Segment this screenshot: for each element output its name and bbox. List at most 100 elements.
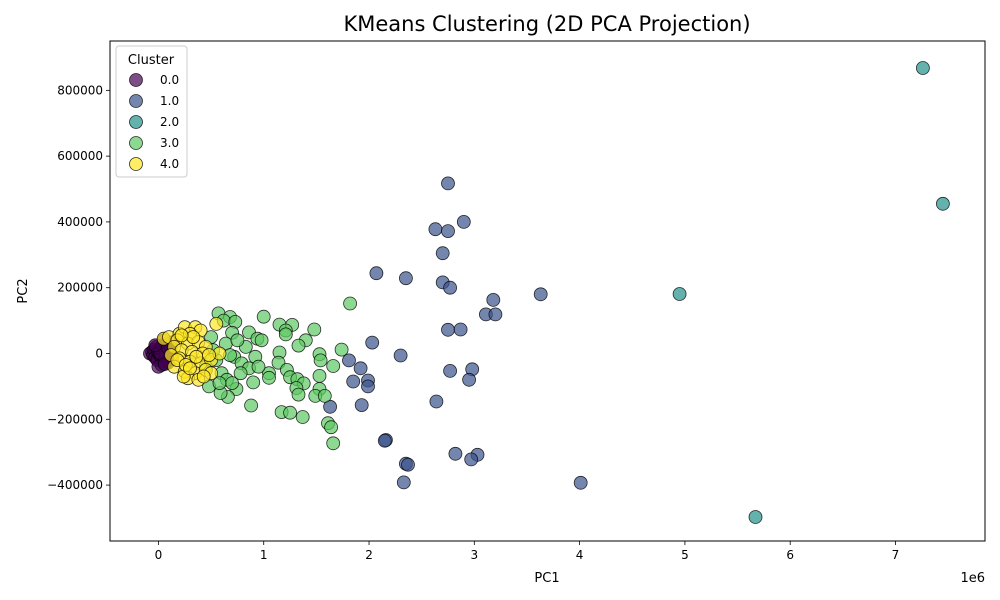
- data-point: [573, 475, 588, 490]
- data-point: [369, 266, 384, 281]
- y-tick-label: 400000: [57, 215, 103, 229]
- data-point: [916, 61, 930, 75]
- data-point: [196, 369, 211, 384]
- data-point: [396, 475, 411, 490]
- legend-label: 2.0: [160, 115, 179, 129]
- y-tick-label: 600000: [57, 149, 103, 163]
- data-point: [244, 398, 259, 413]
- x-tick-label: 6: [786, 548, 794, 562]
- data-point: [456, 214, 471, 229]
- x-tick-label: 3: [470, 548, 478, 562]
- data-point: [324, 420, 339, 435]
- data-point: [186, 330, 201, 345]
- legend-label: 0.0: [160, 73, 179, 87]
- data-point: [441, 176, 455, 191]
- data-point: [401, 457, 415, 472]
- data-point: [183, 361, 197, 376]
- data-point: [317, 388, 332, 403]
- data-point: [443, 280, 458, 295]
- data-point: [748, 510, 763, 524]
- legend-title: Cluster: [128, 53, 175, 68]
- legend-marker: [129, 73, 143, 87]
- x-axis-label: PC1: [534, 571, 559, 586]
- data-point: [283, 405, 298, 420]
- y-tick-label: −200000: [47, 412, 103, 426]
- data-point: [462, 372, 477, 387]
- x-axis-offset-label: 1e6: [960, 571, 985, 586]
- data-point: [354, 398, 369, 413]
- x-tick-label: 1: [260, 548, 268, 562]
- x-tick-label: 4: [576, 548, 584, 562]
- x-tick-label: 0: [155, 548, 163, 562]
- data-point: [246, 375, 261, 390]
- legend-label: 3.0: [160, 136, 179, 150]
- y-tick-label: 800000: [57, 83, 103, 97]
- data-point: [278, 327, 293, 342]
- data-point: [189, 349, 204, 364]
- plot-frame: [109, 40, 986, 542]
- data-point: [441, 224, 455, 239]
- legend-label: 4.0: [160, 157, 179, 171]
- y-axis-ticks: −400000 −200000 0 200000 400000 600000 800000: [47, 83, 110, 492]
- data-point: [291, 387, 306, 402]
- data-point: [233, 366, 248, 381]
- data-point: [365, 335, 380, 350]
- data-point: [313, 353, 328, 368]
- data-point: [254, 333, 269, 348]
- legend-items: 0.0 1.0 2.0 3.0 4.0: [129, 73, 179, 171]
- data-point: [443, 363, 458, 378]
- data-point: [435, 246, 450, 261]
- data-point: [393, 348, 408, 363]
- data-point: [448, 446, 463, 461]
- data-point: [295, 410, 310, 424]
- data-point: [428, 222, 443, 237]
- legend-label: 1.0: [160, 94, 179, 108]
- data-point: [488, 307, 503, 322]
- plot-area: [110, 41, 985, 541]
- data-point: [202, 348, 216, 363]
- data-point: [256, 309, 271, 324]
- data-point: [326, 436, 341, 451]
- data-point: [464, 452, 479, 467]
- legend-marker: [129, 136, 143, 150]
- data-point: [343, 296, 358, 311]
- x-tick-label: 5: [681, 548, 689, 562]
- data-point: [398, 271, 413, 286]
- data-point: [429, 394, 444, 409]
- data-point: [212, 376, 227, 391]
- data-point: [307, 322, 322, 337]
- data-points: [143, 61, 950, 524]
- chart-title: KMeans Clustering (2D PCA Projection): [343, 12, 750, 36]
- data-point: [353, 361, 368, 376]
- legend-marker: [129, 115, 143, 129]
- data-point: [262, 370, 276, 385]
- data-point: [486, 292, 501, 307]
- data-point: [342, 353, 356, 368]
- x-tick-label: 7: [892, 548, 900, 562]
- data-point: [441, 322, 455, 337]
- y-tick-label: −400000: [47, 478, 103, 492]
- data-point: [672, 287, 687, 301]
- x-tick-label: 2: [365, 548, 373, 562]
- data-point: [334, 342, 349, 357]
- y-tick-label: 200000: [57, 281, 103, 295]
- data-point: [291, 338, 306, 353]
- data-point: [251, 359, 266, 374]
- data-point: [230, 333, 245, 348]
- data-point: [209, 316, 224, 331]
- data-point: [326, 359, 341, 373]
- data-point: [377, 433, 392, 448]
- data-point: [361, 379, 375, 394]
- y-axis-label: PC2: [16, 278, 31, 303]
- legend: Cluster 0.0 1.0 2.0 3.0 4.0: [115, 45, 188, 178]
- y-tick-label: 0: [95, 347, 103, 361]
- legend-marker: [129, 157, 143, 171]
- data-point: [312, 368, 327, 383]
- data-point: [453, 322, 468, 337]
- legend-marker: [129, 94, 143, 108]
- data-point: [533, 287, 548, 302]
- data-point: [346, 374, 361, 389]
- data-point: [174, 328, 189, 343]
- data-point: [936, 196, 950, 211]
